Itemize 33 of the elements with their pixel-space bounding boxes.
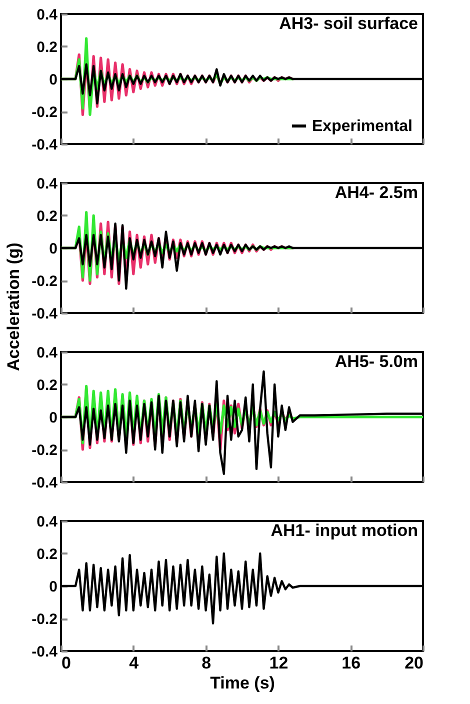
y-tick-label: 0.4 (36, 514, 58, 530)
y-tick-label: 0 (49, 410, 58, 426)
y-tick-label: -0.4 (32, 644, 58, 660)
y-tick-label: -0.2 (32, 273, 58, 290)
x-tick-label: 16 (342, 654, 361, 672)
chart-title: AH3- soil surface (279, 14, 418, 33)
y-tick-label: 0.4 (36, 176, 58, 192)
x-axis-title: Time (s) (210, 674, 275, 692)
y-tick-label: 0.2 (36, 546, 58, 563)
y-tick-label: -0.2 (32, 611, 58, 628)
y-tick-label: 0.4 (36, 344, 58, 362)
chart-title: AH4- 2.5m (334, 183, 418, 202)
y-tick-label: 0 (49, 72, 58, 88)
y-axis-title: Acceleration (g) (4, 242, 24, 371)
legend-label: Experimental (312, 118, 412, 135)
x-tick-label: 4 (129, 654, 140, 672)
x-tick-label: 12 (269, 654, 288, 672)
x-tick-label: 8 (202, 654, 212, 672)
y-tick-label: 0.2 (36, 377, 58, 394)
y-tick-label: 0 (49, 240, 58, 258)
y-tick-label: -0.2 (32, 442, 58, 459)
y-tick-label: -0.4 (32, 136, 58, 154)
y-tick-label: 0.2 (36, 208, 58, 225)
y-tick-label: 0 (49, 578, 58, 596)
y-tick-label: 0.4 (36, 6, 58, 24)
x-tick-label: 20 (404, 654, 424, 672)
chart-title: AH1- input motion (270, 521, 418, 540)
x-tick-label: 0 (62, 654, 71, 672)
y-tick-label: -0.4 (32, 474, 58, 492)
y-tick-label: -0.4 (32, 306, 58, 322)
y-tick-label: 0.2 (36, 39, 58, 56)
y-tick-label: -0.2 (32, 104, 58, 121)
chart-title: AH5- 5.0m (334, 352, 418, 371)
